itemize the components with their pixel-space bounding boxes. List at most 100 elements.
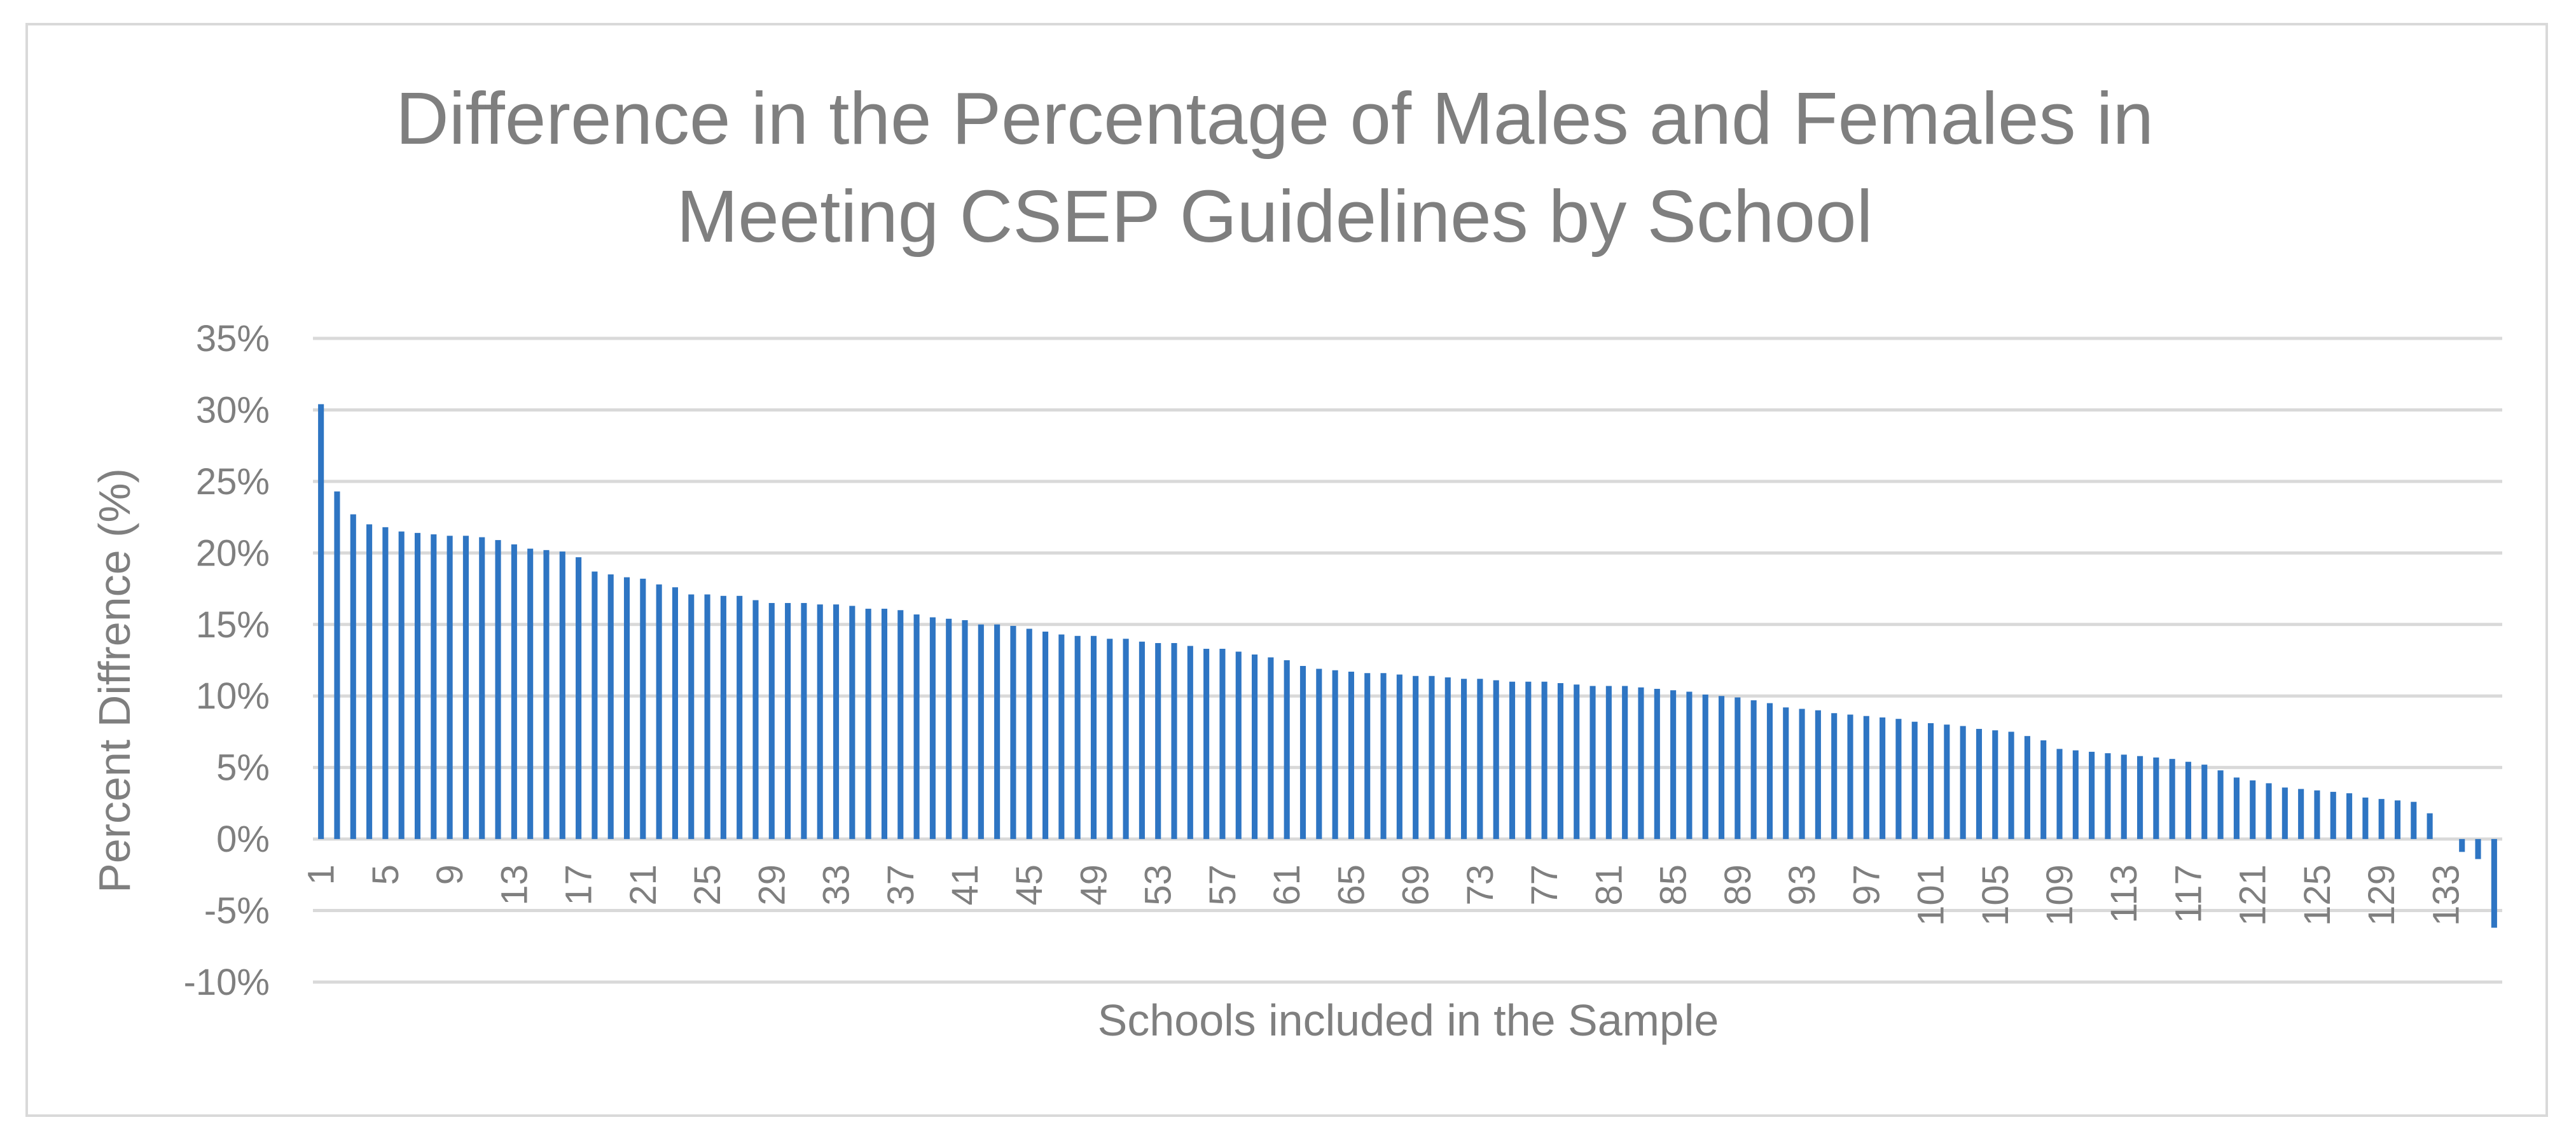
bar-school-111 bbox=[2089, 751, 2095, 840]
bar-school-73 bbox=[1477, 679, 1483, 840]
y-tick-label: 0% bbox=[216, 819, 270, 860]
bar-school-34 bbox=[849, 606, 855, 840]
bar-school-107 bbox=[2024, 736, 2030, 840]
bar-school-81 bbox=[1605, 686, 1612, 840]
bar-school-76 bbox=[1525, 681, 1532, 840]
bar-school-103 bbox=[1960, 726, 1966, 840]
bar-school-1 bbox=[318, 404, 324, 840]
bar-school-74 bbox=[1493, 680, 1499, 840]
chart-frame: Difference in the Percentage of Males an… bbox=[25, 23, 2548, 1117]
bar-school-128 bbox=[2362, 797, 2369, 840]
bar-school-126 bbox=[2330, 791, 2336, 840]
bar-school-24 bbox=[688, 594, 695, 840]
x-tick-label: 33 bbox=[816, 864, 857, 906]
bar-school-29 bbox=[768, 603, 775, 840]
bar-school-8 bbox=[431, 534, 437, 840]
x-tick-label: 109 bbox=[2039, 864, 2081, 926]
bars bbox=[318, 404, 2497, 928]
x-tick-label: 13 bbox=[494, 864, 535, 906]
x-tick-label: 5 bbox=[365, 864, 406, 885]
x-tick-label: 125 bbox=[2297, 864, 2338, 926]
bar-school-23 bbox=[672, 587, 679, 840]
bar-school-39 bbox=[929, 617, 936, 840]
bar-school-77 bbox=[1541, 681, 1548, 840]
bar-school-108 bbox=[2040, 740, 2047, 840]
y-tick-label: 35% bbox=[196, 318, 270, 359]
bar-school-99 bbox=[1895, 719, 1902, 840]
bar-school-120 bbox=[2233, 777, 2240, 840]
y-tick-label: 30% bbox=[196, 389, 270, 431]
bar-school-79 bbox=[1574, 684, 1580, 840]
bar-school-42 bbox=[978, 624, 984, 840]
bar-school-98 bbox=[1880, 717, 1886, 840]
bar-school-32 bbox=[817, 604, 823, 840]
bar-school-44 bbox=[1010, 626, 1016, 840]
bar-school-50 bbox=[1107, 639, 1113, 840]
bar-school-48 bbox=[1074, 635, 1081, 840]
bar-school-121 bbox=[2250, 780, 2256, 840]
x-axis-ticks: 1 5 9 13 17 21 25 29 33 37 41 45 49 53 57 61 65 69 73 77 81 8… bbox=[301, 864, 2467, 926]
x-tick-label: 37 bbox=[880, 864, 922, 906]
bar-school-47 bbox=[1058, 634, 1065, 840]
bar-school-70 bbox=[1429, 675, 1435, 840]
bar-school-35 bbox=[865, 609, 871, 840]
bar-school-135 bbox=[2475, 839, 2481, 859]
bar-school-124 bbox=[2298, 789, 2304, 840]
bar-school-63 bbox=[1316, 668, 1322, 840]
x-tick-label: 57 bbox=[1202, 864, 1243, 906]
bar-school-41 bbox=[962, 620, 968, 840]
x-tick-label: 85 bbox=[1653, 864, 1694, 906]
bar-school-17 bbox=[576, 557, 582, 840]
bar-school-43 bbox=[994, 624, 1001, 840]
bar-school-30 bbox=[785, 603, 791, 840]
x-tick-label: 1 bbox=[301, 864, 342, 885]
y-axis-title: Percent Diffrence (%) bbox=[90, 468, 139, 893]
bar-school-101 bbox=[1927, 723, 1934, 840]
bar-school-58 bbox=[1235, 651, 1242, 840]
bar-school-64 bbox=[1332, 670, 1338, 840]
bar-school-10 bbox=[462, 536, 469, 840]
bar-school-100 bbox=[1911, 721, 1918, 840]
x-tick-label: 93 bbox=[1782, 864, 1823, 906]
bar-school-91 bbox=[1766, 703, 1773, 840]
bar-school-114 bbox=[2136, 756, 2143, 840]
bar-school-6 bbox=[398, 531, 405, 840]
bar-school-4 bbox=[366, 524, 373, 840]
bar-school-52 bbox=[1139, 641, 1145, 840]
bar-school-46 bbox=[1042, 632, 1049, 840]
bar-school-134 bbox=[2459, 839, 2465, 852]
bar-school-7 bbox=[414, 532, 421, 840]
bar-school-56 bbox=[1203, 649, 1210, 840]
y-tick-label: 15% bbox=[196, 604, 270, 646]
bar-school-38 bbox=[913, 614, 920, 840]
x-tick-label: 69 bbox=[1395, 864, 1437, 906]
bar-school-116 bbox=[2169, 759, 2175, 840]
bar-school-68 bbox=[1396, 674, 1402, 840]
chart-svg: Difference in the Percentage of Males an… bbox=[90, 77, 2502, 1045]
bar-school-11 bbox=[479, 537, 485, 840]
bar-school-119 bbox=[2217, 770, 2224, 840]
x-tick-label: 73 bbox=[1460, 864, 1501, 906]
y-tick-label: -5% bbox=[204, 890, 270, 932]
bar-school-72 bbox=[1461, 679, 1467, 840]
bar-school-118 bbox=[2201, 765, 2208, 840]
bar-school-66 bbox=[1364, 673, 1371, 840]
bar-school-104 bbox=[1976, 728, 1983, 840]
x-tick-label: 101 bbox=[1911, 864, 1952, 926]
bar-school-51 bbox=[1123, 639, 1129, 840]
x-tick-label: 97 bbox=[1846, 864, 1887, 906]
bar-school-80 bbox=[1589, 686, 1596, 840]
bar-school-31 bbox=[801, 603, 807, 840]
x-tick-label: 121 bbox=[2233, 864, 2274, 926]
x-tick-label: 49 bbox=[1073, 864, 1114, 906]
bar-school-22 bbox=[656, 584, 662, 840]
y-tick-label: -10% bbox=[184, 962, 270, 1003]
y-tick-label: 25% bbox=[196, 461, 270, 502]
bar-school-20 bbox=[623, 577, 630, 840]
bar-school-83 bbox=[1638, 687, 1644, 840]
bar-school-45 bbox=[1026, 628, 1032, 840]
bar-school-14 bbox=[527, 548, 534, 840]
bar-school-113 bbox=[2121, 754, 2127, 840]
bar-school-131 bbox=[2411, 801, 2417, 840]
bar-school-49 bbox=[1090, 635, 1097, 840]
